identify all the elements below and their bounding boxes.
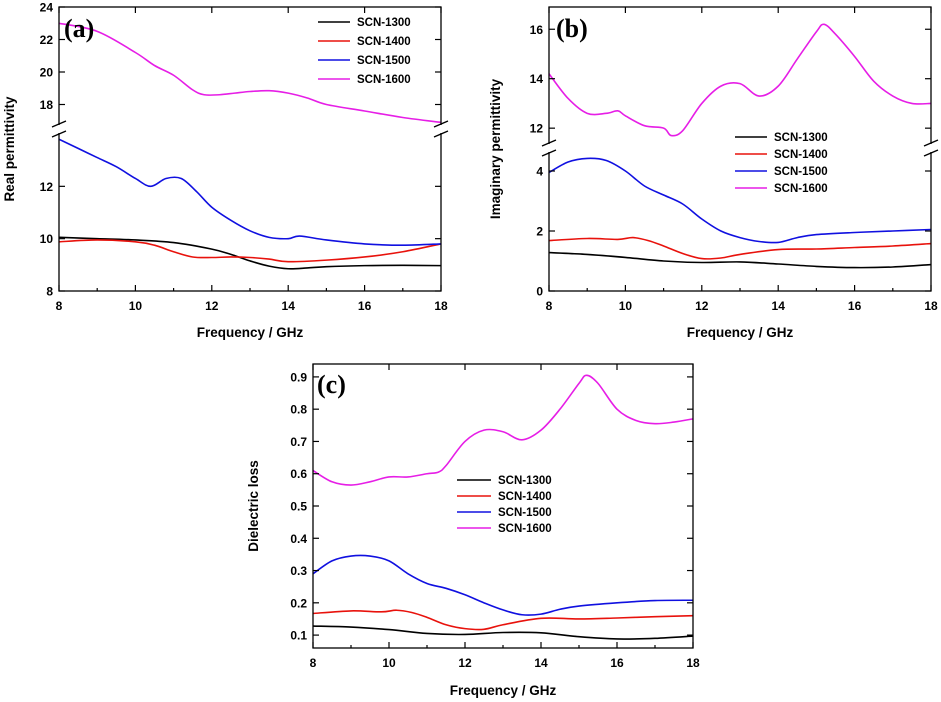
series-line-scn-1500 — [59, 138, 441, 247]
x-tick-label: 14 — [282, 299, 296, 313]
axis-break-mark — [923, 139, 939, 147]
axis-break-mark — [541, 149, 557, 157]
legend-label: SCN-1300 — [357, 17, 411, 29]
y-tick-label: 0 — [536, 285, 543, 299]
y-tick-label: 14 — [530, 72, 544, 86]
y-tick-label: 24 — [40, 1, 54, 15]
x-tick-label: 16 — [610, 656, 624, 670]
legend-label: SCN-1400 — [357, 36, 411, 48]
legend-label: SCN-1500 — [774, 166, 828, 178]
panel-label: (b) — [556, 14, 588, 43]
series-line-scn-1600 — [313, 374, 693, 486]
x-tick-label: 16 — [358, 299, 372, 313]
y-tick-label: 12 — [530, 122, 544, 136]
y-tick-label: 16 — [530, 23, 544, 37]
y-tick-label: 10 — [40, 232, 54, 246]
x-tick-label: 12 — [695, 299, 709, 313]
x-tick-label: 14 — [772, 299, 786, 313]
panel-label: (a) — [64, 14, 94, 43]
y-tick-label: 2 — [536, 225, 543, 239]
plot-frame — [58, 6, 442, 292]
y-tick-label: 22 — [40, 33, 54, 47]
axis-break-mark — [541, 139, 557, 147]
axis-break-mark — [51, 130, 67, 138]
legend-label: SCN-1400 — [498, 491, 552, 503]
x-tick-label: 8 — [546, 299, 553, 313]
y-tick-label: 0.8 — [290, 403, 307, 417]
y-tick-label: 8 — [46, 285, 53, 299]
legend-label: SCN-1300 — [774, 132, 828, 144]
series-line-scn-1400 — [549, 236, 931, 260]
legend-label: SCN-1500 — [498, 507, 552, 519]
panel-b: 8 10 12 14 16 18 0 2 4 12 14 16 (b) Frequency / GHz Im… — [488, 6, 939, 340]
y-tick-label: 4 — [536, 165, 543, 179]
legend-label: SCN-1600 — [498, 523, 552, 535]
x-axis-title: Frequency / GHz — [687, 325, 794, 340]
y-tick-label: 0.3 — [290, 564, 307, 578]
series-line-scn-1400 — [313, 609, 693, 631]
y-tick-label: 12 — [40, 180, 54, 194]
axis-break-mark — [51, 120, 67, 128]
x-tick-label: 10 — [382, 656, 396, 670]
y-tick-label: 0.6 — [290, 467, 307, 481]
x-tick-label: 12 — [205, 299, 219, 313]
legend-label: SCN-1500 — [357, 55, 411, 67]
axis-break-gap — [52, 125, 66, 133]
axis-break-mark — [433, 120, 449, 128]
x-tick-label: 8 — [310, 656, 317, 670]
axis-break-mark — [433, 130, 449, 138]
y-tick-label: 0.7 — [290, 435, 307, 449]
x-tick-label: 18 — [686, 656, 700, 670]
axis-break-gap — [434, 125, 448, 133]
x-axis-title: Frequency / GHz — [197, 325, 304, 340]
axis-break-mark — [923, 149, 939, 157]
series-line-scn-1400 — [59, 239, 441, 263]
y-tick-label: 0.2 — [290, 596, 307, 610]
y-axis-title: Imaginary permittivity — [488, 78, 503, 219]
y-tick-label: 0.1 — [290, 629, 307, 643]
legend-label: SCN-1300 — [498, 475, 552, 487]
x-tick-label: 10 — [619, 299, 633, 313]
x-tick-label: 8 — [56, 299, 63, 313]
series-line-scn-1300 — [59, 236, 441, 270]
y-tick-label: 0.5 — [290, 500, 307, 514]
x-tick-label: 16 — [848, 299, 862, 313]
series-line-scn-1500 — [549, 157, 931, 244]
legend-label: SCN-1600 — [357, 74, 411, 86]
axis-break-gap — [924, 144, 938, 152]
y-axis-title: Dielectric loss — [246, 460, 261, 552]
plot-frame — [548, 6, 932, 292]
panel-a: 8 10 12 14 16 18 8 10 12 18 20 22 24 (a) Frequency / G… — [2, 1, 449, 340]
x-tick-label: 14 — [534, 656, 548, 670]
legend-label: SCN-1600 — [774, 183, 828, 195]
x-tick-label: 18 — [434, 299, 448, 313]
axis-break-gap — [542, 144, 556, 152]
y-axis-title: Real permittivity — [2, 96, 17, 202]
y-tick-label: 20 — [40, 66, 54, 80]
series-line-scn-1600 — [59, 22, 441, 124]
series-line-scn-1500 — [313, 554, 693, 616]
series-line-scn-1300 — [549, 251, 931, 269]
panel-c: 8 10 12 14 16 18 0.1 0.2 0.3 0.4 0.5 0.6 0.7 0.8 0.9 (c… — [246, 363, 700, 698]
y-tick-label: 18 — [40, 98, 54, 112]
x-tick-label: 18 — [924, 299, 938, 313]
y-tick-label: 0.4 — [290, 532, 307, 546]
series-line-scn-1600 — [549, 23, 931, 137]
panel-label: (c) — [317, 370, 346, 399]
y-tick-label: 0.9 — [290, 370, 307, 384]
x-axis-title: Frequency / GHz — [450, 683, 557, 698]
x-tick-label: 10 — [129, 299, 143, 313]
legend-label: SCN-1400 — [774, 149, 828, 161]
plot-frame — [312, 363, 694, 649]
series-line-scn-1300 — [313, 625, 693, 640]
x-tick-label: 12 — [458, 656, 472, 670]
